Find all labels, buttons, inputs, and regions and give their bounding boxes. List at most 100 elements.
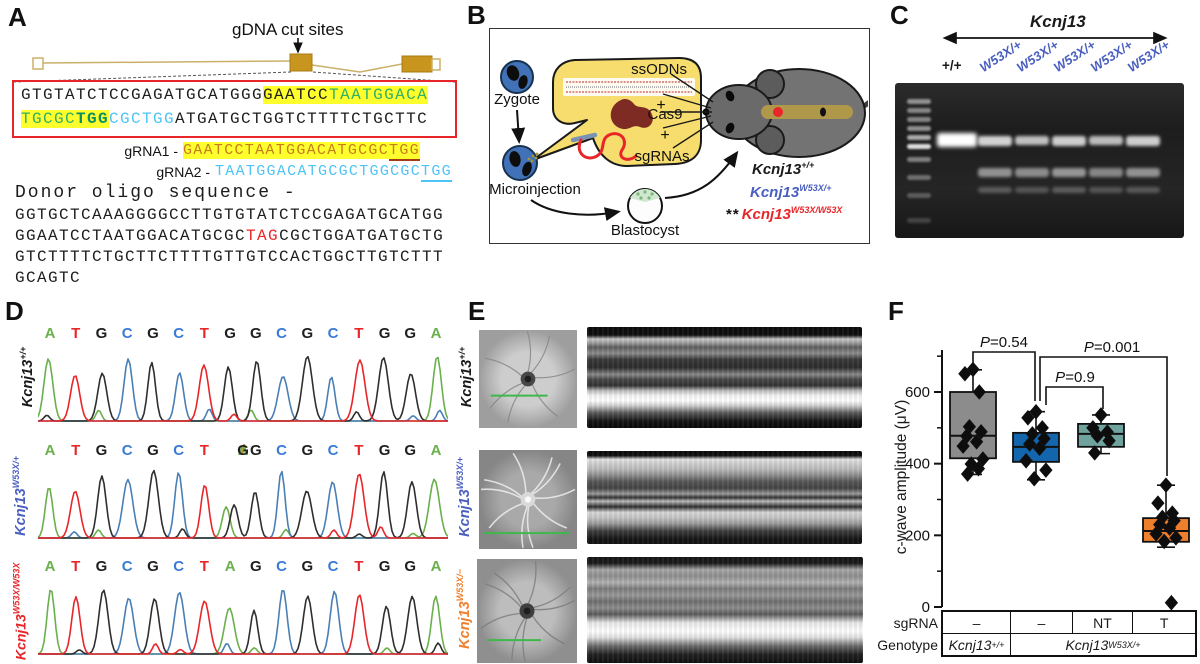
- base-letter: T: [354, 442, 364, 459]
- data-point-diamond: [1023, 436, 1037, 452]
- sequence-segment: ATGATGCTGGTCTTTTCTGCTTC: [175, 110, 429, 128]
- sequence-segment: GCAGTC: [15, 269, 82, 287]
- base-letter: C: [276, 442, 288, 459]
- base-letter: C: [327, 558, 339, 575]
- donor-seq-line3: GTCTTTTCTGCTTCTTTTGTTGTCCACTGGCTTGTCTTT: [15, 248, 444, 266]
- data-point-diamond: [1090, 427, 1105, 444]
- retinal-vessel: [485, 583, 522, 608]
- crispr-workflow-diagram: Zygote ssODNs + Cas9 + sgRNAs Microinjec…: [489, 57, 868, 239]
- trace-A: [38, 589, 448, 655]
- exon-box-right: [401, 55, 433, 73]
- sequence-segment: GGTGCTCAAAGGGGCCTTGTGTATCTCCGAGATGCATGG: [15, 206, 445, 224]
- base-letter: G: [301, 442, 314, 459]
- genotype-het-label: Kcnj13W53X/+: [750, 183, 832, 201]
- base-letter: T: [71, 558, 81, 575]
- retinal-vessel: [530, 335, 551, 374]
- gel-band: [907, 157, 931, 162]
- oct-scan-het: [587, 451, 862, 544]
- retinal-vessel: [533, 586, 571, 609]
- retinal-vessel: [488, 502, 523, 529]
- sgrna-icon: [577, 132, 638, 161]
- sequence-segment: GAATCC: [263, 86, 330, 104]
- sequence-segment: CGCTGGATGATGCTG: [279, 227, 445, 245]
- gel-band: [1126, 187, 1160, 193]
- utr-box-left: [32, 57, 44, 70]
- data-point-diamond: [974, 424, 988, 440]
- base-letter: G: [95, 325, 108, 342]
- plus-sign-1: +: [656, 97, 665, 114]
- fundus-image-mut: [477, 559, 577, 663]
- oct-scan-mut: [587, 557, 863, 663]
- panel-f-label: F: [888, 296, 904, 326]
- data-point-diamond: [969, 434, 984, 450]
- base-letter: G: [301, 558, 314, 575]
- grna1-label: gRNA1 -: [124, 143, 178, 159]
- base-letter: C: [276, 558, 288, 575]
- lane-span-arrow: [942, 31, 1168, 45]
- pvalue-label: P=0.001: [1084, 339, 1140, 356]
- trace-T: [38, 594, 448, 655]
- ssodns-label: ssODNs: [631, 61, 687, 78]
- base-letter: T: [199, 442, 209, 459]
- retinal-vessel: [530, 457, 553, 495]
- genotype-hom-label: ** Kcnj13W53X/W53X: [726, 205, 843, 223]
- base-letter: G: [378, 558, 391, 575]
- panel-d-label: D: [5, 296, 24, 326]
- trace-G: [38, 469, 448, 539]
- data-point-diamond: [976, 451, 990, 467]
- gene-diagram: [13, 38, 456, 83]
- base-letter: G: [404, 558, 417, 575]
- pvalue-label: P=0.9: [1055, 369, 1095, 386]
- data-point-diamond: [1157, 533, 1171, 550]
- sgrna-cell-4: T: [1159, 614, 1169, 631]
- data-point-diamond: [1032, 440, 1047, 457]
- imaging-label-wt: Kcnj13+/+: [457, 346, 475, 408]
- zygote-label: Zygote: [494, 91, 540, 108]
- genotype-row-label: Genotype: [877, 637, 938, 653]
- gel-band: [1052, 187, 1086, 193]
- sequence-segment: TGCGC: [21, 110, 77, 128]
- chromatogram-trace: [38, 469, 448, 539]
- retinal-vessel: [533, 599, 576, 611]
- gel-band: [1015, 136, 1049, 145]
- base-letter: T: [354, 558, 364, 575]
- blastocyst-label: Blastocyst: [611, 222, 680, 239]
- cas9-label: Cas9: [647, 106, 682, 123]
- sequence-segment: TGG: [421, 163, 452, 182]
- gel-band: [907, 126, 931, 131]
- base-letter: G: [95, 558, 108, 575]
- base-letter: A: [224, 558, 236, 575]
- gel-band: [907, 135, 931, 140]
- pvalue-bracket: [1039, 356, 1168, 476]
- chromatogram-label-wt: Kcnj13+/+: [18, 346, 36, 408]
- base-letter: C: [327, 325, 339, 342]
- retinal-vessel: [526, 330, 532, 373]
- base-letter: A: [430, 442, 442, 459]
- sequence-segment: TGG: [76, 110, 110, 128]
- base-letter: C: [173, 325, 185, 342]
- base-letter: G: [147, 558, 159, 575]
- sgrna-cell-1: –: [943, 612, 1012, 633]
- zygote-arrow: [511, 109, 526, 144]
- data-point-diamond: [1159, 477, 1173, 493]
- gel-band: [1089, 168, 1123, 177]
- gel-band: [907, 144, 931, 149]
- gel-band: [907, 193, 931, 198]
- donor-seq-line4: GCAGTC: [15, 269, 81, 287]
- retinal-vessel: [532, 463, 561, 496]
- data-point-diamond: [1164, 594, 1179, 611]
- gel-band: [1126, 168, 1160, 177]
- base-letter: T: [199, 325, 209, 342]
- retinal-vessel: [534, 488, 576, 500]
- microinjection-label: Microinjection: [489, 181, 581, 198]
- y-tick-label: 0: [922, 599, 930, 612]
- panel-b-label: B: [467, 0, 486, 30]
- gel-image: [895, 83, 1184, 238]
- donor-seq-line1: GGTGCTCAAAGGGGCCTTGTGTATCTCCGAGATGCATGG: [15, 206, 444, 224]
- sgrna-row-label: sgRNA: [893, 615, 938, 631]
- condition-table: – – NT T Kcnj13 +/+ Kcnj13 W53X/+: [941, 610, 1197, 657]
- grna1-sequence: GAATCCTAATGGACATGCGCTGG: [183, 142, 420, 161]
- stripe-black-dot: [820, 107, 826, 117]
- fundus-image-wt: [479, 330, 577, 428]
- exon-box-cut: [289, 53, 313, 72]
